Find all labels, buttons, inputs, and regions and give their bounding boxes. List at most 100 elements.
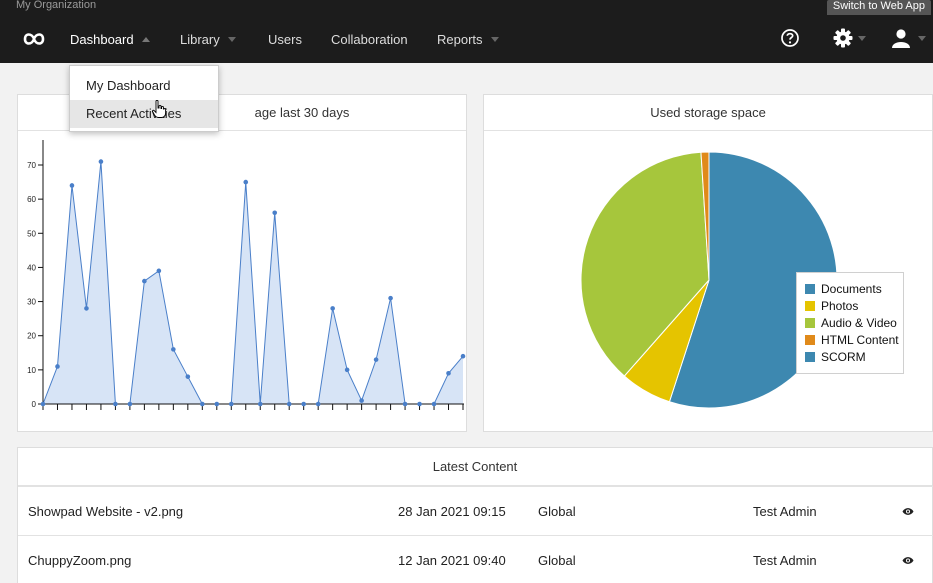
data-point bbox=[200, 401, 205, 407]
data-point bbox=[84, 306, 89, 311]
switch-to-web-app-button[interactable]: Switch to Web App bbox=[826, 0, 931, 15]
content-date: 12 Jan 2021 09:40 bbox=[398, 553, 506, 568]
data-point bbox=[113, 401, 118, 407]
nav-collaboration-label: Collaboration bbox=[331, 32, 408, 47]
data-point bbox=[286, 401, 292, 407]
y-tick-label: 10 bbox=[27, 366, 36, 375]
chevron-down-icon bbox=[918, 36, 926, 41]
y-tick-label: 20 bbox=[27, 332, 36, 341]
data-point bbox=[228, 401, 234, 407]
data-point bbox=[55, 364, 60, 369]
table-row[interactable]: ChuppyZoom.png 12 Jan 2021 09:40 Global … bbox=[18, 535, 933, 583]
latest-content-panel: Latest Content Showpad Website - v2.png … bbox=[17, 447, 933, 583]
table-row[interactable]: Showpad Website - v2.png 28 Jan 2021 09:… bbox=[18, 486, 933, 535]
chevron-down-icon bbox=[858, 36, 866, 41]
content-date: 28 Jan 2021 09:15 bbox=[398, 504, 506, 519]
legend-swatch bbox=[805, 301, 815, 311]
data-point bbox=[359, 398, 364, 403]
user-menu[interactable] bbox=[891, 27, 926, 52]
legend-item: Photos bbox=[805, 298, 903, 315]
infinity-logo-icon[interactable] bbox=[16, 29, 52, 49]
data-point bbox=[185, 374, 191, 379]
pie-legend: Documents Photos Audio & Video HTML Cont… bbox=[796, 272, 904, 374]
data-point bbox=[156, 268, 162, 274]
y-tick-label: 50 bbox=[27, 229, 36, 238]
eye-icon[interactable] bbox=[902, 556, 914, 565]
data-point bbox=[40, 401, 46, 407]
pie-slice bbox=[700, 151, 710, 281]
top-strip: My Organization Switch to Web App bbox=[0, 0, 933, 15]
legend-label: Documents bbox=[821, 282, 882, 296]
legend-item: Audio & Video bbox=[805, 315, 903, 332]
usage-chart-title: age last 30 days bbox=[18, 95, 466, 131]
eye-icon[interactable] bbox=[902, 507, 914, 516]
chevron-down-icon bbox=[490, 37, 499, 42]
menu-item-my-dashboard[interactable]: My Dashboard bbox=[86, 78, 171, 93]
data-point bbox=[98, 159, 104, 164]
series-line bbox=[42, 161, 464, 405]
content-owner: Test Admin bbox=[753, 553, 817, 568]
y-tick-label: 0 bbox=[32, 400, 37, 409]
data-point bbox=[243, 179, 249, 185]
data-point bbox=[272, 210, 278, 216]
data-point bbox=[69, 183, 75, 188]
content-owner: Test Admin bbox=[753, 504, 817, 519]
organization-name: My Organization bbox=[16, 0, 97, 11]
legend-swatch bbox=[805, 335, 815, 345]
dashboard-dropdown-menu: My Dashboard Recent Activities bbox=[69, 65, 219, 132]
gear-icon bbox=[833, 28, 853, 48]
nav-dashboard-label: Dashboard bbox=[70, 32, 134, 47]
nav-users-label: Users bbox=[268, 32, 302, 47]
content-name[interactable]: Showpad Website - v2.png bbox=[28, 504, 184, 519]
latest-content-title: Latest Content bbox=[18, 448, 932, 486]
data-point bbox=[257, 401, 263, 407]
user-icon bbox=[892, 29, 910, 48]
data-point bbox=[315, 401, 321, 407]
chevron-down-icon bbox=[227, 37, 236, 42]
y-tick-label: 40 bbox=[27, 263, 36, 272]
content-name[interactable]: ChuppyZoom.png bbox=[28, 553, 132, 568]
legend-item: Documents bbox=[805, 281, 903, 298]
data-point bbox=[142, 278, 147, 284]
legend-label: Photos bbox=[821, 299, 859, 313]
usage-area-chart: 0 10 20 30 40 50 60 70 bbox=[27, 140, 466, 410]
area-fill bbox=[43, 161, 463, 404]
data-point bbox=[344, 367, 350, 373]
nav-library[interactable]: Library bbox=[180, 15, 236, 63]
content-scope: Global bbox=[538, 504, 576, 519]
data-point bbox=[388, 295, 393, 301]
nav-users[interactable]: Users bbox=[268, 15, 302, 63]
help-icon[interactable] bbox=[780, 28, 800, 48]
usage-chart-panel: age last 30 days 0 10 20 30 40 50 60 70 bbox=[17, 94, 467, 432]
legend-item: HTML Content bbox=[805, 332, 903, 349]
storage-chart-title: Used storage space bbox=[484, 95, 932, 131]
nav-reports-label: Reports bbox=[437, 32, 483, 47]
nav-dashboard[interactable]: Dashboard bbox=[70, 15, 150, 63]
nav-reports[interactable]: Reports bbox=[437, 15, 499, 63]
data-point bbox=[402, 401, 408, 407]
data-point bbox=[417, 401, 422, 407]
legend-label: SCORM bbox=[821, 350, 866, 364]
data-point bbox=[330, 306, 335, 311]
settings-menu[interactable] bbox=[832, 27, 866, 52]
data-point bbox=[446, 370, 451, 376]
y-tick-label: 30 bbox=[27, 298, 36, 307]
main-navbar: Dashboard Library Users Collaboration Re… bbox=[0, 15, 933, 63]
legend-label: Audio & Video bbox=[821, 316, 897, 330]
nav-collaboration[interactable]: Collaboration bbox=[331, 15, 408, 63]
data-point bbox=[214, 401, 220, 407]
data-point bbox=[431, 401, 437, 407]
y-tick-label: 70 bbox=[27, 161, 36, 170]
legend-swatch bbox=[805, 352, 815, 362]
storage-pie-chart bbox=[580, 151, 838, 409]
legend-swatch bbox=[805, 284, 815, 294]
legend-label: HTML Content bbox=[821, 333, 899, 347]
chevron-up-icon bbox=[141, 37, 150, 42]
menu-item-recent-activities[interactable]: Recent Activities bbox=[70, 100, 218, 128]
pie-slice bbox=[580, 151, 710, 377]
hand-cursor-icon bbox=[152, 100, 166, 118]
legend-item: SCORM bbox=[805, 349, 903, 366]
content-scope: Global bbox=[538, 553, 576, 568]
legend-swatch bbox=[805, 318, 815, 328]
y-tick-label: 60 bbox=[27, 195, 36, 204]
